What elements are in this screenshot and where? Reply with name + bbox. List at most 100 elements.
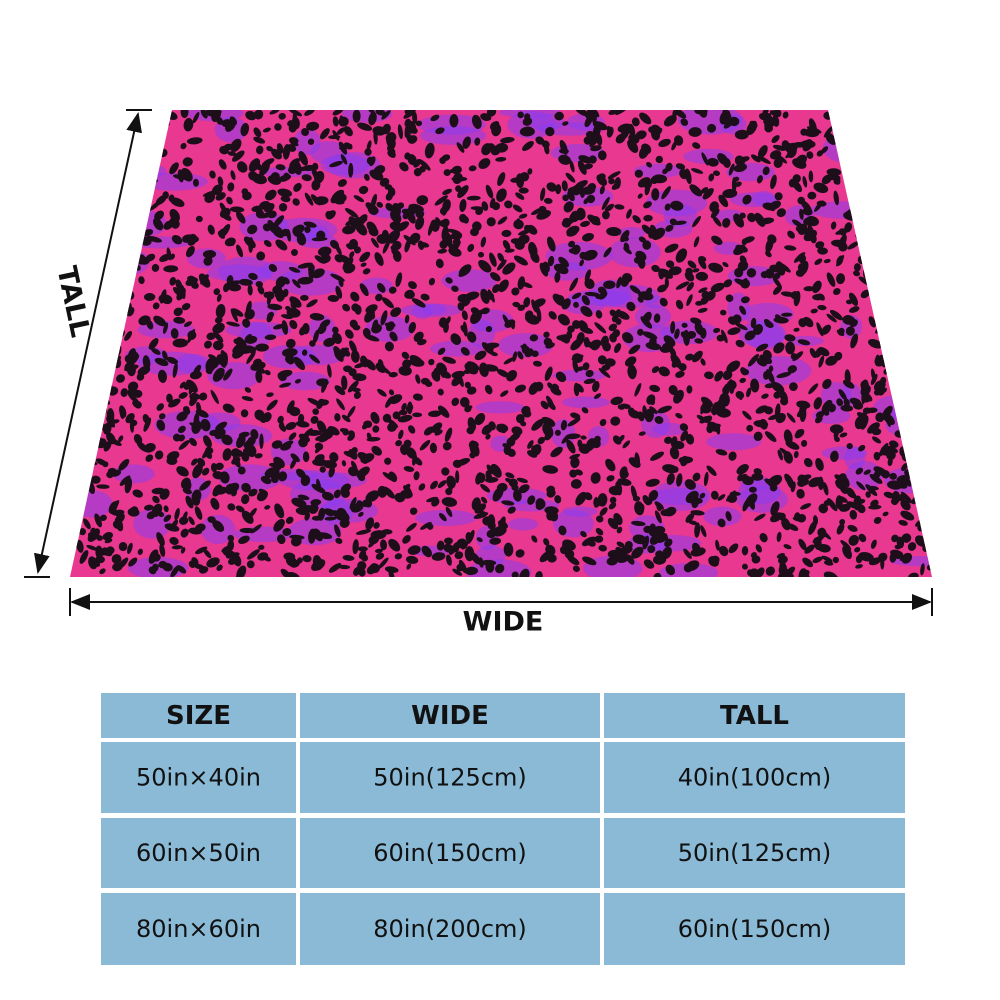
spot: [368, 111, 377, 126]
spot: [796, 400, 811, 409]
spot: [382, 123, 391, 135]
spot: [855, 467, 864, 475]
spot: [586, 194, 596, 204]
spot: [915, 336, 922, 346]
spot: [608, 485, 622, 496]
spot: [628, 344, 641, 355]
spot: [606, 226, 622, 237]
spot: [430, 114, 440, 122]
spot: [550, 386, 562, 396]
spot: [501, 500, 515, 506]
spot: [692, 215, 701, 228]
spot: [136, 128, 147, 141]
spot: [189, 394, 197, 403]
spot: [905, 167, 914, 177]
spot: [869, 211, 878, 220]
spot: [570, 456, 580, 469]
spot: [74, 350, 83, 359]
spot: [97, 383, 108, 392]
spot: [767, 234, 777, 244]
spot: [614, 204, 625, 210]
spot: [843, 398, 850, 408]
spot: [925, 237, 932, 247]
spot: [412, 393, 423, 401]
spot: [430, 422, 443, 433]
spot: [398, 409, 408, 416]
spot: [691, 350, 703, 363]
spot: [769, 204, 776, 212]
spot: [486, 344, 494, 353]
spot: [415, 216, 425, 230]
spot: [152, 495, 160, 504]
spot: [288, 137, 299, 145]
spot: [465, 531, 472, 542]
spot: [323, 337, 336, 347]
spot: [481, 143, 492, 156]
spot: [903, 148, 915, 161]
spot: [164, 523, 180, 532]
spot: [647, 545, 656, 554]
spot: [770, 174, 777, 190]
spot: [572, 565, 580, 572]
spot: [806, 126, 822, 134]
spot: [328, 466, 335, 478]
spot: [387, 422, 398, 432]
spot: [404, 314, 410, 324]
spot: [406, 401, 413, 415]
spot: [358, 185, 369, 195]
spot: [172, 174, 189, 180]
spot: [371, 319, 379, 333]
spot: [343, 142, 353, 150]
spot: [680, 118, 689, 126]
spot: [326, 210, 336, 220]
spot: [501, 229, 512, 237]
spot: [480, 496, 488, 504]
spot: [341, 347, 351, 357]
spot: [604, 203, 615, 212]
spot: [170, 565, 180, 577]
spot: [311, 236, 328, 242]
spot: [352, 373, 367, 382]
spot: [285, 422, 297, 431]
spot: [309, 313, 325, 321]
spot: [698, 257, 707, 270]
spot: [470, 552, 481, 565]
spot: [676, 473, 683, 487]
violet-patch: [293, 128, 321, 156]
spot: [461, 310, 468, 321]
spot: [867, 422, 880, 434]
cell-text: 60in(150cm): [678, 915, 832, 943]
spot: [531, 418, 545, 431]
spot: [512, 301, 521, 308]
spot: [186, 137, 203, 145]
spot: [299, 504, 311, 513]
spot: [73, 246, 84, 254]
spot: [703, 471, 709, 487]
spot: [818, 355, 825, 368]
spot: [761, 393, 769, 399]
spot: [292, 279, 301, 289]
spot: [874, 357, 880, 365]
spot: [241, 510, 254, 524]
spot: [728, 451, 737, 461]
spot: [474, 412, 486, 426]
spot: [267, 219, 277, 234]
spot: [564, 549, 575, 559]
spot: [681, 322, 688, 328]
spot: [202, 447, 211, 459]
spot: [561, 219, 571, 228]
spot: [210, 497, 220, 510]
spot: [670, 200, 684, 211]
spot: [830, 221, 837, 230]
spot: [764, 112, 772, 128]
spot: [891, 180, 903, 193]
spot: [102, 150, 112, 160]
spot: [787, 230, 795, 239]
spot: [580, 220, 591, 227]
spot: [267, 303, 283, 311]
spot: [893, 217, 902, 233]
spot: [597, 493, 608, 507]
spot: [649, 406, 658, 414]
spot: [508, 432, 521, 443]
spot: [685, 513, 695, 523]
